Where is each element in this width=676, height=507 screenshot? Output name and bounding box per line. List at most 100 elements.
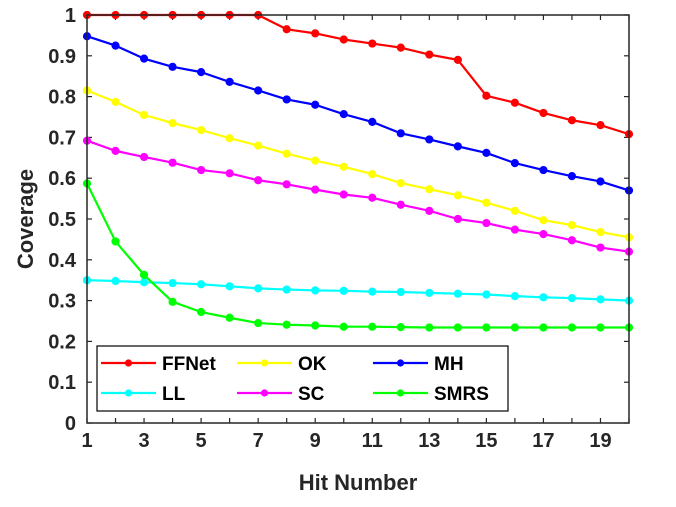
data-point-mh — [425, 135, 434, 144]
data-point-ffnet — [339, 35, 348, 44]
data-point-mh — [396, 129, 405, 138]
data-point-mh — [596, 177, 605, 186]
data-point-ffnet — [567, 116, 577, 125]
data-point-ffnet — [539, 108, 548, 118]
legend-label-ll: LL — [162, 384, 186, 405]
legend-marker-sc — [260, 389, 269, 397]
data-point-sc — [539, 229, 548, 239]
data-point-ok — [311, 156, 320, 165]
y-tick-label: 0.3 — [48, 291, 76, 313]
data-point-mh — [111, 41, 120, 50]
y-tick-label: 1 — [65, 5, 76, 27]
data-point-sc — [139, 152, 149, 162]
series-line-sc — [86, 139, 630, 253]
data-point-sc — [596, 243, 605, 252]
data-point-mh — [168, 62, 177, 71]
data-point-mh — [225, 77, 234, 87]
data-point-smrs — [396, 323, 405, 332]
data-point-ok — [396, 178, 405, 188]
data-point-ll — [425, 288, 434, 297]
data-point-sc — [396, 200, 405, 209]
data-point-ffnet — [482, 91, 491, 100]
y-tick-label: 0.7 — [48, 127, 76, 149]
x-tick-label: 15 — [475, 430, 497, 452]
data-point-sc — [567, 236, 577, 245]
x-tick-label: 11 — [362, 430, 383, 452]
data-point-smrs — [111, 237, 120, 246]
data-point-ok — [168, 119, 177, 128]
data-point-smrs — [282, 320, 291, 329]
data-point-ok — [254, 141, 263, 150]
data-point-ffnet — [282, 25, 291, 34]
data-point-ll — [339, 286, 348, 295]
data-point-sc — [168, 158, 177, 167]
data-point-ffnet — [510, 98, 519, 107]
data-point-smrs — [197, 307, 206, 317]
x-axis-label: Hit Number — [299, 470, 418, 495]
data-point-sc — [425, 206, 434, 215]
legend: FFNet OK MH LL SC SMRS — [96, 345, 509, 412]
data-point-ll — [368, 287, 377, 296]
data-point-sc — [482, 218, 491, 228]
data-point-sc — [311, 185, 320, 194]
series-line-smrs — [86, 183, 629, 329]
data-point-mh — [139, 54, 149, 63]
data-point-ok — [111, 97, 120, 107]
data-point-mh — [282, 95, 291, 104]
series-line-mh — [86, 35, 630, 192]
data-point-ok — [596, 227, 605, 237]
data-point-sc — [510, 225, 519, 234]
y-tick-label: 0.5 — [48, 209, 76, 231]
data-point-ffnet — [453, 55, 462, 64]
data-point-sc — [197, 165, 206, 175]
data-point-ffnet — [596, 121, 605, 130]
legend-box — [96, 345, 509, 412]
y-tick-label: 0.2 — [48, 331, 76, 353]
data-point-ok — [225, 134, 234, 143]
plot-frame — [86, 14, 630, 424]
data-point-smrs — [567, 323, 577, 332]
legend-label-ffnet: FFNet — [162, 354, 217, 375]
data-point-ok — [368, 170, 377, 179]
data-point-smrs — [254, 318, 263, 328]
series-line-ok — [86, 89, 630, 239]
data-point-sc — [339, 190, 348, 199]
data-point-ok — [567, 221, 577, 230]
data-point-ll — [168, 278, 177, 288]
y-tick-label: 0.9 — [48, 46, 76, 68]
data-point-ll — [596, 295, 605, 304]
data-point-ll — [482, 290, 491, 299]
data-point-ll — [567, 294, 577, 303]
x-tick-label: 1 — [81, 430, 92, 452]
data-point-mh — [510, 159, 519, 168]
data-point-sc — [368, 193, 377, 202]
legend-label-sc: SC — [298, 384, 325, 405]
data-point-smrs — [339, 322, 348, 331]
data-point-ok — [425, 185, 434, 194]
legend-label-smrs: SMRS — [434, 384, 489, 405]
data-point-sc — [111, 146, 120, 155]
data-point-smrs — [225, 313, 234, 322]
data-point-mh — [539, 165, 548, 175]
data-point-ffnet — [425, 50, 434, 59]
data-point-sc — [254, 176, 263, 185]
legend-marker-ffnet — [124, 359, 133, 367]
data-point-ll — [197, 280, 206, 289]
data-point-smrs — [596, 323, 605, 332]
data-point-ll — [311, 286, 320, 295]
data-point-smrs — [539, 323, 548, 332]
data-point-smrs — [453, 323, 462, 332]
data-point-sc — [282, 180, 291, 189]
data-point-smrs — [482, 323, 491, 332]
series-line-ll — [86, 279, 630, 302]
data-point-ll — [510, 292, 519, 301]
data-point-ll — [282, 285, 291, 294]
y-tick-label: 0.8 — [48, 87, 76, 109]
x-tick-label: 9 — [310, 430, 321, 452]
y-tick-label: 0 — [65, 413, 76, 435]
data-point-mh — [453, 142, 462, 151]
y-axis-label: Coverage — [13, 169, 38, 269]
data-point-smrs — [168, 297, 177, 306]
data-point-ok — [453, 191, 462, 200]
data-point-ll — [111, 276, 120, 286]
